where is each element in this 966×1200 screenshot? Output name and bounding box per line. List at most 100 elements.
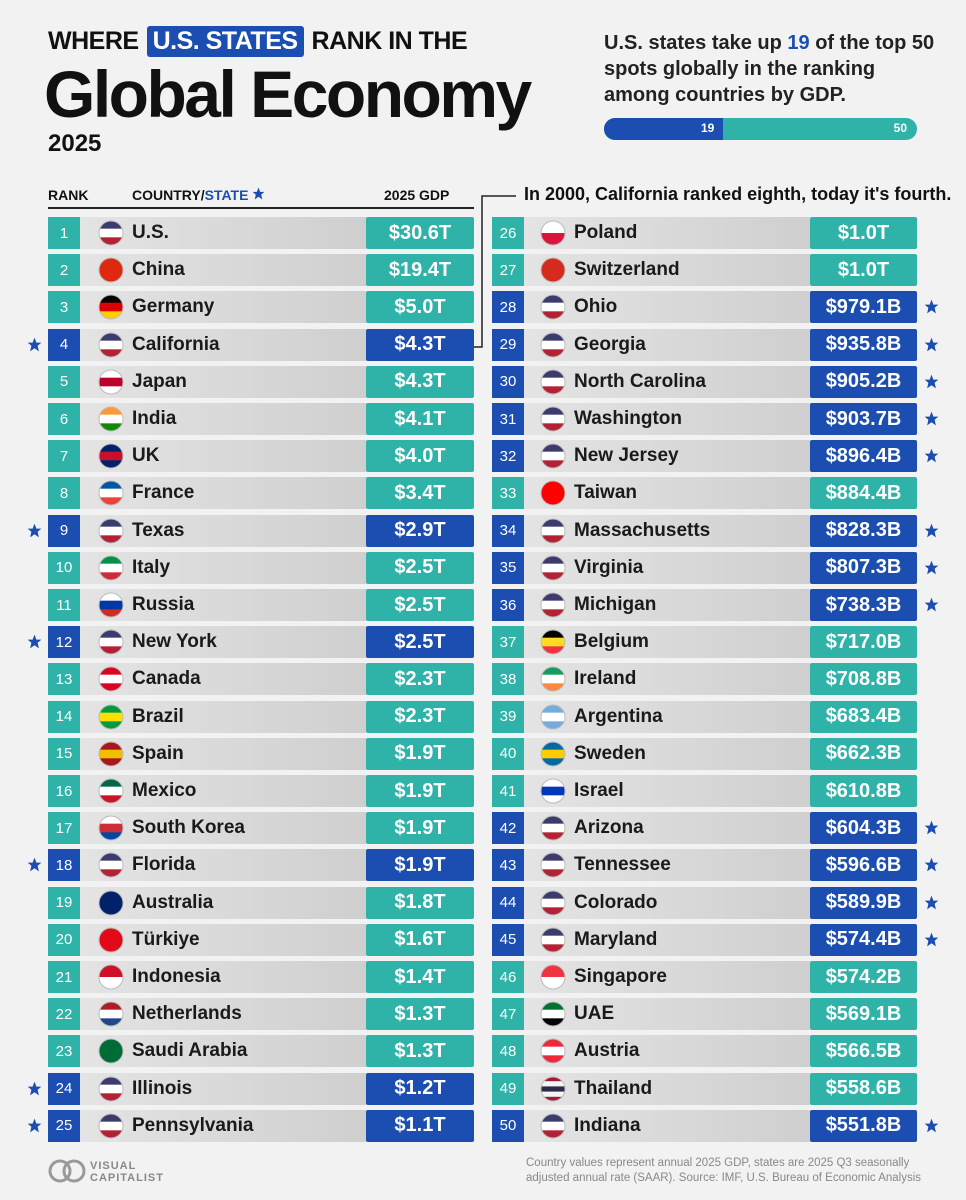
rank: 30 bbox=[492, 365, 524, 398]
row-background bbox=[80, 403, 366, 435]
flag bbox=[540, 443, 566, 469]
rank: 28 bbox=[492, 291, 524, 324]
flag bbox=[540, 369, 566, 395]
state-star bbox=[924, 820, 939, 835]
gdp: $4.1T bbox=[366, 403, 474, 435]
gdp: $1.9T bbox=[366, 737, 474, 770]
row-background bbox=[524, 923, 810, 956]
state-star bbox=[924, 932, 939, 947]
flag bbox=[98, 294, 124, 320]
bar-label: 50 bbox=[893, 121, 907, 135]
row-background bbox=[524, 551, 810, 584]
gdp: $1.0T bbox=[810, 217, 917, 249]
rank: 12 bbox=[48, 626, 80, 659]
star-icon bbox=[252, 187, 265, 200]
rank: 23 bbox=[48, 1035, 80, 1068]
header-rule bbox=[48, 207, 474, 209]
flag bbox=[98, 852, 124, 878]
name: Germany bbox=[132, 296, 215, 318]
gdp: $604.3B bbox=[810, 812, 917, 845]
gdp: $807.3B bbox=[810, 551, 917, 584]
flag bbox=[540, 1001, 566, 1027]
flag bbox=[98, 406, 124, 432]
column-header: RANK bbox=[48, 187, 89, 203]
name: Ohio bbox=[574, 296, 618, 318]
flag bbox=[540, 778, 566, 804]
row-background bbox=[80, 961, 366, 993]
rank: 4 bbox=[48, 328, 80, 361]
gdp: $717.0B bbox=[810, 626, 917, 659]
name: Arizona bbox=[574, 817, 644, 839]
rank: 27 bbox=[492, 254, 524, 287]
name: France bbox=[132, 482, 195, 504]
flag bbox=[540, 927, 566, 953]
rank: 6 bbox=[48, 403, 80, 435]
name: China bbox=[132, 259, 185, 281]
callout-highlight: 19 bbox=[787, 32, 810, 54]
gdp: $979.1B bbox=[810, 291, 917, 324]
name: Netherlands bbox=[132, 1003, 242, 1025]
progress-bar: 19 50 bbox=[604, 118, 917, 140]
gdp: $1.3T bbox=[366, 1035, 474, 1068]
gdp: $2.3T bbox=[366, 700, 474, 733]
row-background bbox=[80, 737, 366, 770]
name: Michigan bbox=[574, 594, 657, 615]
rank: 17 bbox=[48, 812, 80, 845]
flag bbox=[540, 480, 566, 506]
title-word: WHERE bbox=[48, 27, 139, 55]
flag bbox=[540, 666, 566, 692]
flag bbox=[540, 1076, 566, 1102]
name: Singapore bbox=[574, 966, 667, 987]
name: Colorado bbox=[574, 891, 658, 913]
gdp: $935.8B bbox=[810, 328, 917, 361]
rank: 36 bbox=[492, 589, 524, 621]
flag bbox=[98, 890, 124, 916]
name: Spain bbox=[132, 742, 184, 764]
row-background bbox=[524, 998, 810, 1031]
row-background bbox=[80, 812, 366, 845]
gdp: $1.0T bbox=[810, 254, 917, 287]
row-background bbox=[80, 923, 366, 956]
rank: 26 bbox=[492, 217, 524, 249]
gdp: $610.8B bbox=[810, 775, 917, 807]
gdp: $574.4B bbox=[810, 923, 917, 956]
flag bbox=[98, 666, 124, 692]
rank: 21 bbox=[48, 961, 80, 993]
rank: 29 bbox=[492, 328, 524, 361]
name: Israel bbox=[574, 780, 624, 801]
flag bbox=[98, 741, 124, 767]
gdp: $1.1T bbox=[366, 1109, 474, 1142]
rank: 35 bbox=[492, 551, 524, 584]
rank: 3 bbox=[48, 291, 80, 324]
row-background bbox=[524, 775, 810, 807]
flag bbox=[540, 852, 566, 878]
name: Brazil bbox=[132, 705, 184, 727]
logo-text: CAPITALIST bbox=[90, 1172, 164, 1184]
flag bbox=[540, 704, 566, 730]
flag bbox=[98, 220, 124, 246]
row-background bbox=[524, 886, 810, 919]
state-star bbox=[924, 337, 939, 351]
flag bbox=[540, 555, 566, 581]
name: Florida bbox=[132, 854, 196, 876]
rank: 22 bbox=[48, 998, 80, 1031]
rank: 16 bbox=[48, 775, 80, 807]
name: Washington bbox=[574, 408, 682, 429]
rank: 2 bbox=[48, 254, 80, 287]
flag bbox=[540, 964, 566, 990]
logo-icon bbox=[48, 1159, 86, 1183]
gdp: $589.9B bbox=[810, 886, 917, 919]
flag bbox=[540, 220, 566, 246]
row-background bbox=[524, 663, 810, 696]
row-background bbox=[80, 589, 366, 621]
bar-label: 19 bbox=[700, 121, 715, 135]
gdp: $683.4B bbox=[810, 700, 917, 733]
row-background bbox=[80, 998, 366, 1031]
row-background bbox=[524, 700, 810, 733]
gdp: $903.7B bbox=[810, 403, 917, 435]
rank: 44 bbox=[492, 886, 524, 919]
name: North Carolina bbox=[574, 370, 706, 392]
flag bbox=[98, 332, 124, 358]
